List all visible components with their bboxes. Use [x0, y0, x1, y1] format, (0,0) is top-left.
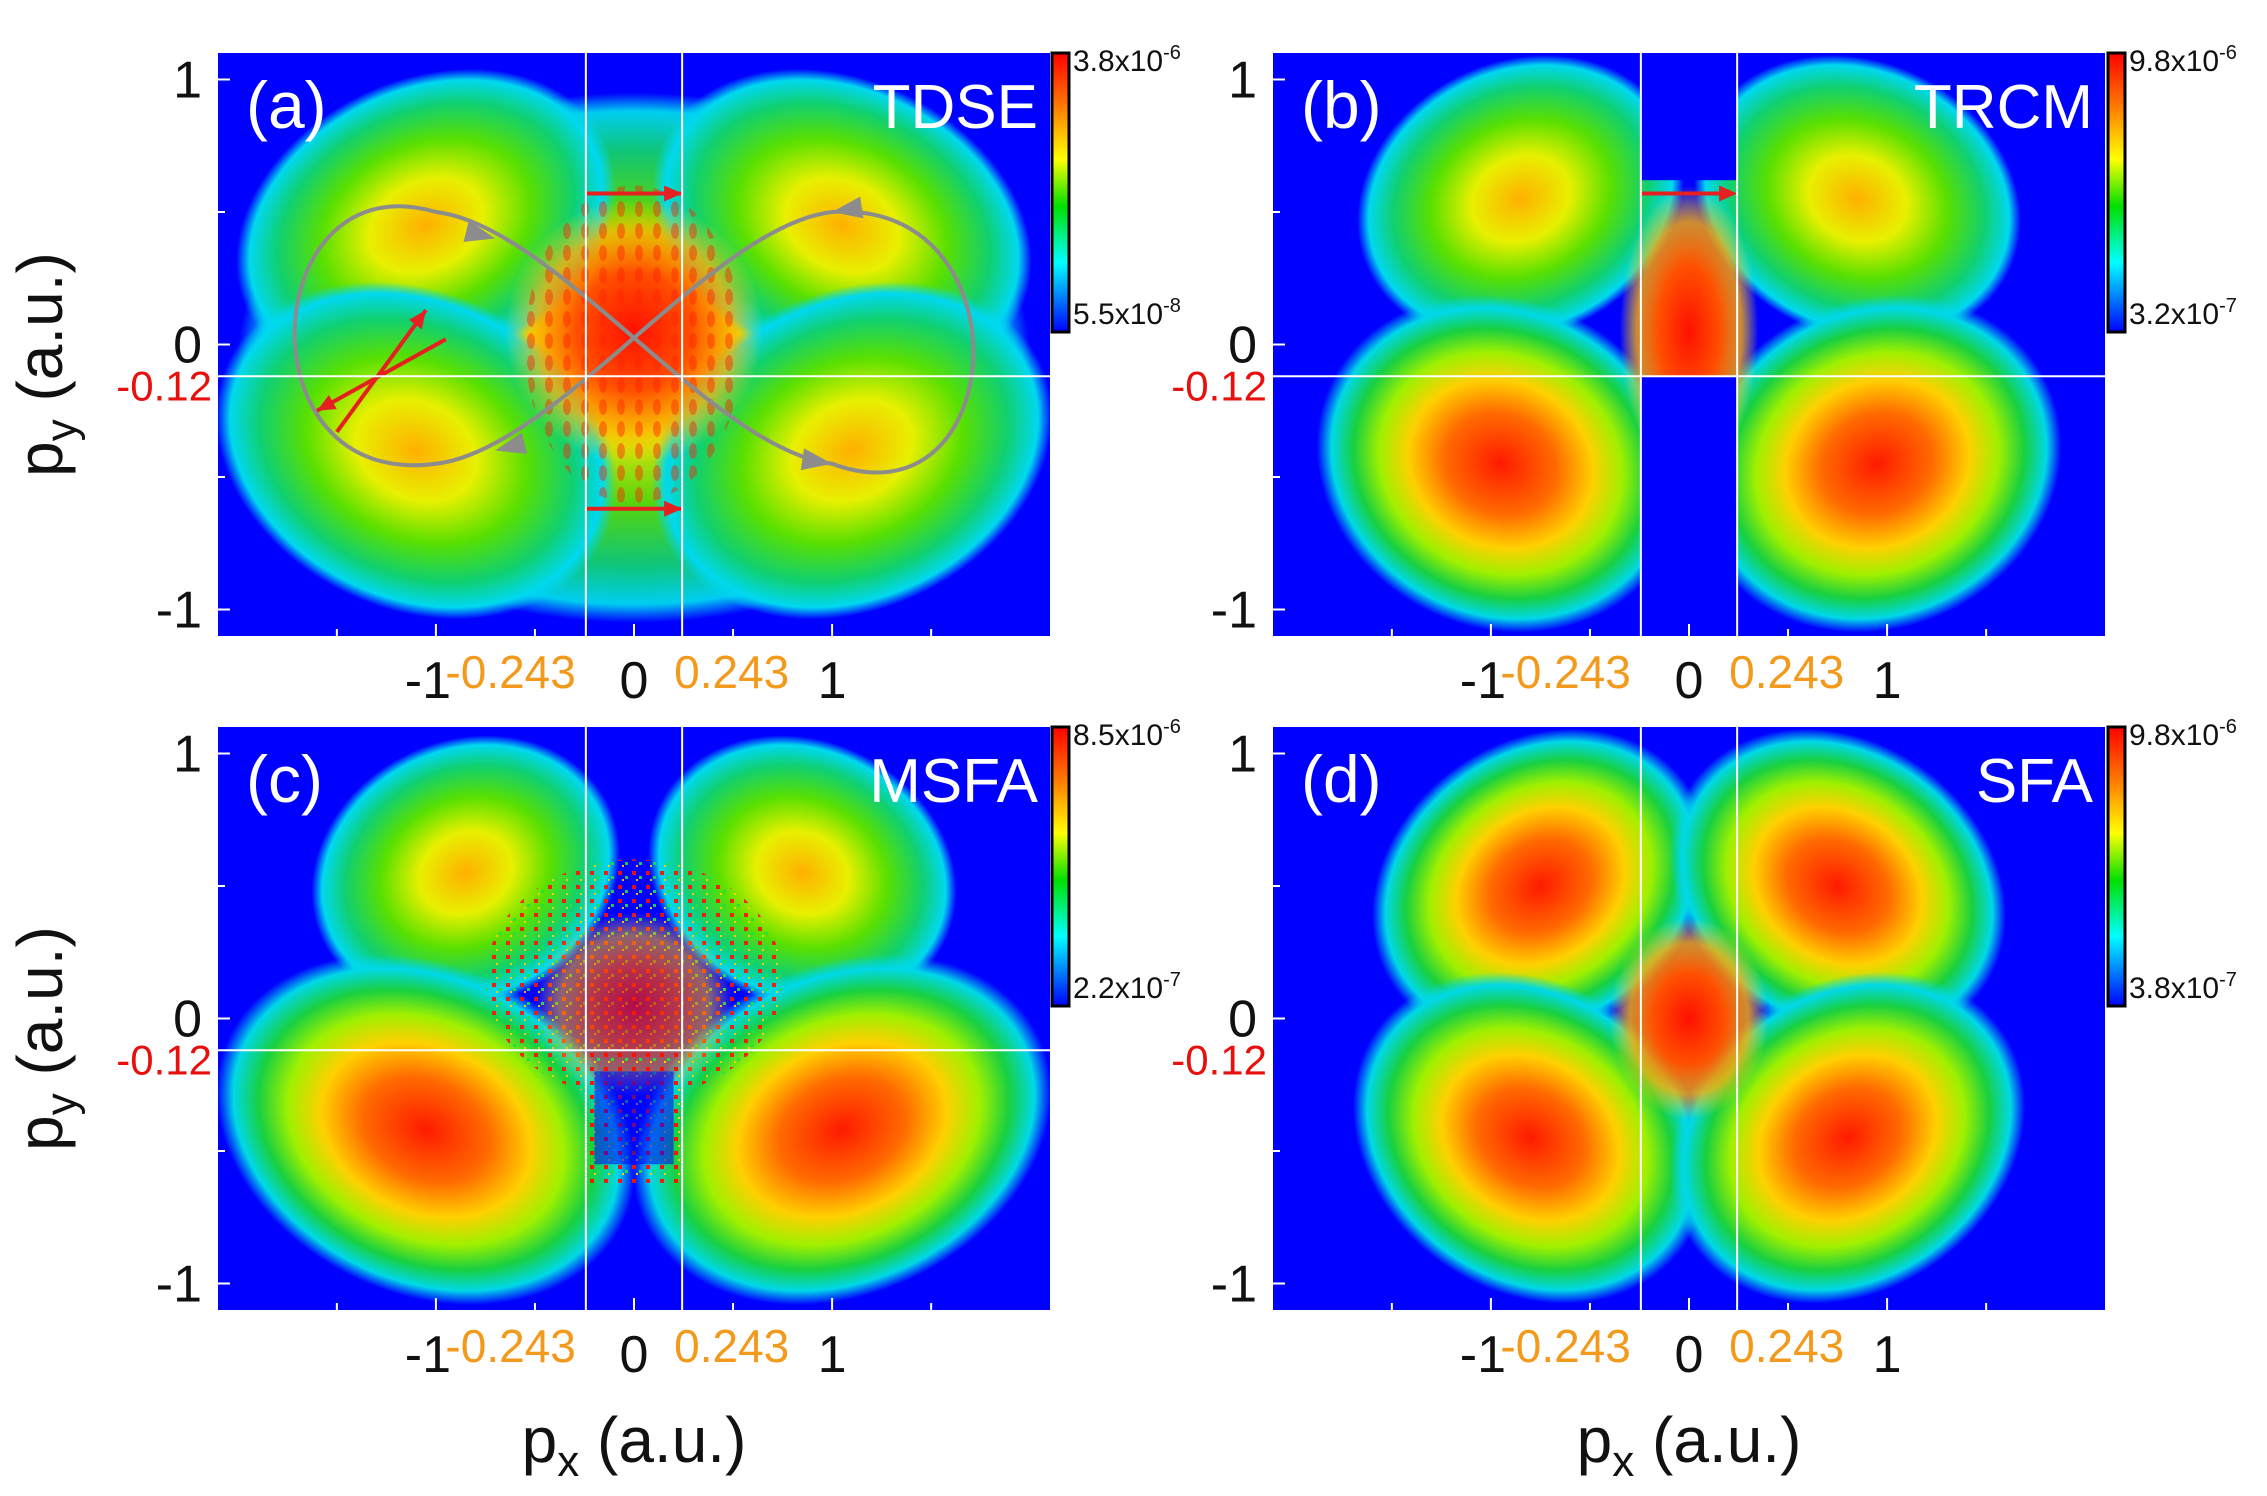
- x-marker-label: 0.243: [1729, 1320, 1844, 1372]
- interference-fringes: [525, 185, 743, 504]
- x-marker-label: -0.243: [1500, 646, 1630, 698]
- field-arrow: [316, 337, 447, 413]
- colorbar-max-label: 9.8x10-6: [2129, 716, 2237, 752]
- colorbar: [1050, 725, 1071, 1008]
- y-axis-title: py (a.u.): [4, 926, 86, 1151]
- x-tick-label: 1: [1873, 652, 1902, 710]
- heatmap-area: [1316, 53, 2062, 636]
- drift-arrow-bottom-head: [664, 500, 683, 517]
- drift-arrow-top-head: [664, 185, 683, 202]
- panel-label: (d): [1301, 742, 1382, 816]
- x-tick-label: 0: [1675, 1326, 1704, 1384]
- y-tick-label: -1: [156, 1256, 202, 1314]
- colorbar-max-label: 8.5x10-6: [1073, 716, 1181, 752]
- x-marker-label: -0.243: [445, 1320, 575, 1372]
- y-tick-label: 1: [173, 52, 202, 110]
- colorbar-min-label: 3.8x10-7: [2129, 969, 2237, 1005]
- lobe-lower-left: [1316, 294, 1685, 633]
- panel-label: (b): [1301, 68, 1382, 142]
- y-tick-label: 1: [173, 726, 202, 784]
- x-tick-label: 0: [620, 652, 649, 710]
- heatmap-area: [1352, 728, 2026, 1304]
- x-axis-title: px (a.u.): [522, 1404, 747, 1486]
- noisy-strip-shade: [594, 1071, 674, 1165]
- y-tick-label: -1: [1211, 1256, 1257, 1314]
- x-marker-label: 0.243: [1729, 646, 1844, 698]
- lobe-upper-right: [1694, 55, 2021, 343]
- y-tick-label: 1: [1228, 726, 1257, 784]
- x-marker-label: 0.243: [674, 646, 789, 698]
- y-tick-label: 0: [1228, 991, 1257, 1049]
- panel-tdse: (a) TDSE-1 0 110-1-0.243 0.243-0.123.8x10-65…: [116, 42, 1181, 710]
- lobe-upper-left: [1357, 55, 1684, 343]
- x-marker-label: -0.243: [1500, 1320, 1630, 1372]
- y-marker-label: -0.12: [116, 1036, 212, 1083]
- field-arrow-head: [408, 310, 426, 330]
- colorbar: [2106, 51, 2127, 334]
- y-marker-label: -0.12: [1171, 1036, 1267, 1083]
- x-tick-label: 0: [1675, 652, 1704, 710]
- x-marker-label: 0.243: [674, 1320, 789, 1372]
- y-tick-label: -1: [1211, 582, 1257, 640]
- field-arrow: [335, 308, 428, 434]
- method-label: SFA: [1976, 747, 2094, 816]
- x-tick-label: 0: [620, 1326, 649, 1384]
- method-label: TDSE: [873, 73, 1038, 142]
- x-tick-label: 1: [1873, 1326, 1902, 1384]
- y-axis-title: py (a.u.): [4, 252, 86, 477]
- x-tick-label: -1: [1460, 1326, 1506, 1384]
- method-label: MSFA: [869, 747, 1038, 816]
- colorbar: [2106, 725, 2127, 1008]
- heatmap-area: [218, 735, 1050, 1305]
- y-marker-label: -0.12: [116, 362, 212, 409]
- heatmap-area: [218, 68, 1050, 623]
- excluded-region: [1640, 376, 1738, 636]
- trajectory-arrowhead: [800, 448, 833, 471]
- y-tick-label: 0: [1228, 317, 1257, 375]
- x-tick-label: 1: [818, 652, 847, 710]
- colorbar: [1050, 51, 1071, 334]
- y-tick-label: 1: [1228, 52, 1257, 110]
- panel-sfa: (d) SFA-1 0 110-1-0.243 0.243-0.129.8x10-63.…: [1171, 716, 2237, 1384]
- panel-label: (c): [246, 742, 323, 816]
- y-tick-label: -1: [156, 582, 202, 640]
- colorbar-min-label: 5.5x10-8: [1073, 295, 1181, 331]
- x-tick-label: -1: [405, 1326, 451, 1384]
- trajectory-arrowhead: [463, 220, 496, 242]
- excluded-region: [1640, 53, 1738, 181]
- x-tick-label: 1: [818, 1326, 847, 1384]
- colorbar-max-label: 9.8x10-6: [2129, 42, 2237, 78]
- panel-msfa: (c) MSFA-1 0 110-1-0.243 0.243-0.128.5x10-62…: [116, 716, 1181, 1384]
- central-core: [534, 912, 734, 1098]
- colorbar-min-label: 3.2x10-7: [2129, 295, 2237, 331]
- trajectory-arrowhead: [495, 432, 528, 454]
- y-tick-label: 0: [173, 991, 202, 1049]
- method-label: TRCM: [1914, 73, 2093, 142]
- y-marker-label: -0.12: [1171, 362, 1267, 409]
- colorbar-min-label: 2.2x10-7: [1073, 969, 1181, 1005]
- x-tick-label: -1: [405, 652, 451, 710]
- trajectory-arrowhead: [832, 196, 864, 219]
- field-arrow-head: [317, 395, 337, 411]
- panel-trcm: (b) TRCM-1 0 110-1-0.243 0.243-0.129.8x10-63…: [1171, 42, 2237, 710]
- drift-arrow-head: [1719, 185, 1738, 202]
- panel-label: (a): [246, 68, 327, 142]
- y-tick-label: 0: [173, 317, 202, 375]
- electron-trajectory: [292, 204, 976, 475]
- central-core: [1609, 917, 1769, 1120]
- x-tick-label: -1: [1460, 652, 1506, 710]
- x-marker-label: -0.243: [445, 646, 575, 698]
- colorbar-max-label: 3.8x10-6: [1073, 42, 1181, 78]
- x-axis-title: px (a.u.): [1577, 1404, 1802, 1486]
- lobe-lower-right: [1693, 294, 2062, 633]
